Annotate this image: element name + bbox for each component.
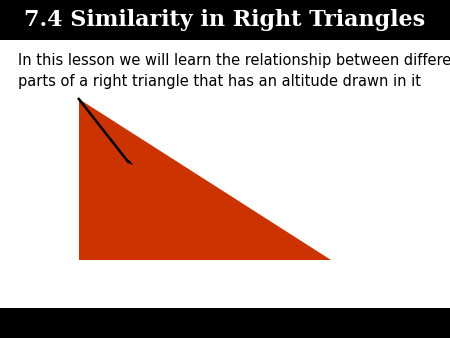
Text: In this lesson we will learn the relationship between different
parts of a right: In this lesson we will learn the relatio…: [18, 53, 450, 89]
Text: 7.4 Similarity in Right Triangles: 7.4 Similarity in Right Triangles: [24, 9, 426, 31]
Polygon shape: [126, 159, 133, 165]
Polygon shape: [79, 99, 331, 260]
